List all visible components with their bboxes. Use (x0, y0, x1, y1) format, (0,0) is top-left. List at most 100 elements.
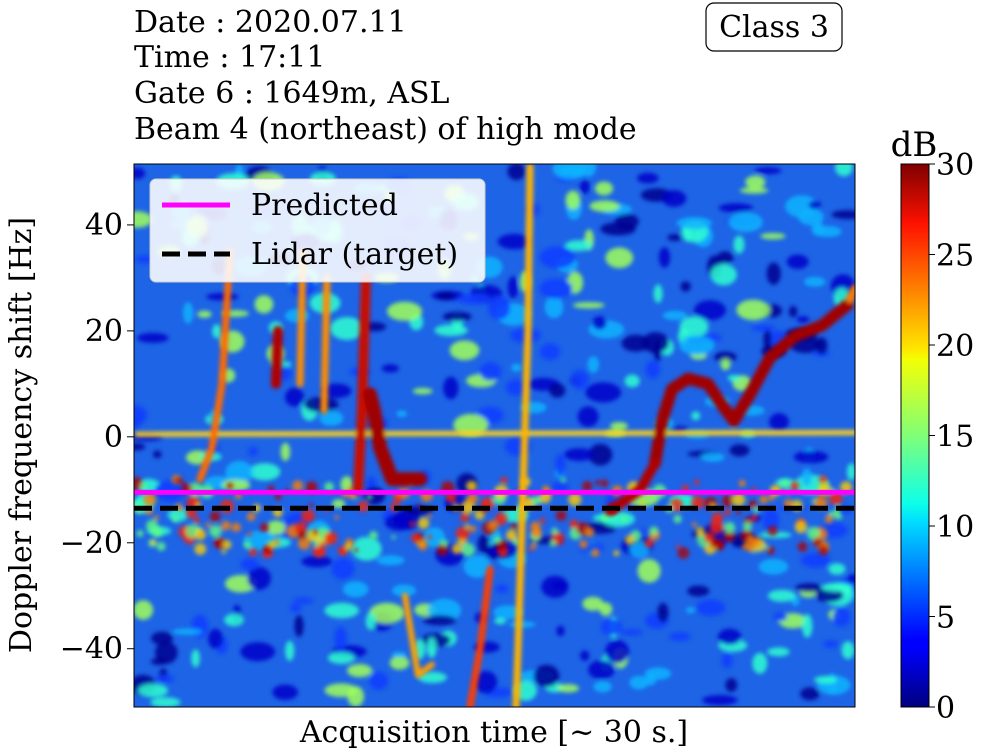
noise-blob (137, 332, 169, 343)
noise-blob (342, 581, 369, 598)
noise-blob (637, 172, 659, 184)
noise-blob (762, 508, 780, 532)
energy-blob (465, 524, 470, 529)
noise-blob (240, 558, 259, 571)
noise-blob (653, 284, 663, 304)
y-axis-label: Doppler frequency shift [Hz] (4, 217, 39, 653)
noise-blob (820, 522, 848, 538)
noise-blob (153, 450, 162, 459)
energy-blob (568, 493, 582, 507)
energy-blob (243, 541, 251, 549)
noise-blob (828, 563, 846, 575)
noise-blob (436, 291, 455, 301)
noise-blob (206, 292, 239, 301)
noise-blob (796, 316, 810, 323)
energy-blob (595, 479, 601, 486)
energy-blob (731, 493, 746, 507)
noise-blob (579, 179, 590, 194)
energy-blob (613, 550, 620, 557)
energy-blob (531, 527, 542, 539)
energy-blob (711, 512, 723, 524)
noise-blob (614, 213, 639, 230)
energy-blob (579, 540, 588, 549)
energy-blob (584, 527, 595, 537)
energy-blob (763, 544, 768, 549)
plot-frame (133, 163, 856, 708)
energy-blob (695, 527, 705, 537)
class-badge: Class 3 (705, 2, 843, 52)
spectral-trace (846, 284, 855, 304)
energy-blob (703, 532, 715, 543)
legend: Predicted Lidar (target) (149, 178, 486, 283)
energy-blob (549, 539, 557, 547)
energy-blob (136, 529, 144, 538)
energy-blob (738, 479, 746, 487)
energy-blob (797, 541, 808, 552)
noise-blob (600, 618, 623, 636)
noise-blob (556, 625, 565, 637)
noise-blob (687, 585, 710, 597)
noise-blob (533, 664, 560, 688)
energy-blob (461, 543, 475, 557)
energy-blob (205, 522, 211, 528)
energy-blob (753, 507, 760, 514)
noise-blob (831, 210, 855, 220)
energy-blob (715, 539, 725, 549)
noise-blob (457, 293, 492, 305)
heatmap-traces (134, 164, 855, 707)
noise-blob (172, 628, 203, 635)
noise-blob (551, 581, 568, 590)
energy-blob (695, 535, 701, 541)
noise-blob (752, 652, 768, 674)
y-tick-label: 20 (85, 314, 123, 349)
energy-blob (759, 495, 768, 504)
noise-blob (507, 276, 519, 299)
energy-blob (539, 517, 546, 524)
noise-blob (290, 603, 302, 613)
colorbar-gradient (900, 163, 930, 708)
energy-blob (460, 512, 470, 523)
noise-blob (442, 311, 472, 322)
noise-blob (657, 602, 669, 623)
energy-blob (172, 516, 179, 523)
noise-blob (718, 203, 753, 213)
energy-blob (819, 475, 828, 484)
legend-label-lidar: Lidar (target) (251, 237, 458, 272)
energy-blob (821, 494, 826, 499)
energy-blob (551, 527, 558, 535)
noise-blob (247, 566, 271, 590)
noise-blob (565, 190, 581, 210)
noise-blob (736, 299, 771, 321)
noise-blob (802, 614, 813, 638)
noise-blob (134, 405, 148, 426)
energy-blob (676, 544, 680, 549)
noise-blob (605, 247, 634, 269)
energy-blob (393, 494, 403, 504)
energy-blob (134, 476, 143, 491)
energy-blob (418, 541, 428, 551)
energy-blob (153, 515, 159, 521)
noise-blob (621, 334, 651, 352)
energy-blob (669, 498, 683, 512)
energy-blob (309, 503, 314, 508)
energy-blob (644, 538, 654, 548)
energy-blob (794, 520, 808, 534)
noise-blob (662, 190, 687, 207)
noise-blob (544, 296, 564, 319)
class-badge-label: Class 3 (719, 10, 829, 45)
energy-blob (824, 515, 834, 524)
energy-blob (750, 514, 758, 522)
energy-blob (569, 519, 579, 529)
noise-blob (610, 422, 628, 431)
energy-blob (528, 547, 534, 552)
noise-blob (347, 686, 365, 707)
noise-blob (351, 536, 382, 561)
noise-blob (716, 251, 734, 265)
colorbar-tick-label: 20 (936, 329, 974, 364)
energy-blob (339, 549, 346, 556)
energy-blob (639, 500, 646, 506)
energy-blob (301, 509, 315, 523)
energy-blob (391, 535, 396, 540)
noise-blob (577, 406, 599, 428)
noise-blob (387, 301, 423, 321)
